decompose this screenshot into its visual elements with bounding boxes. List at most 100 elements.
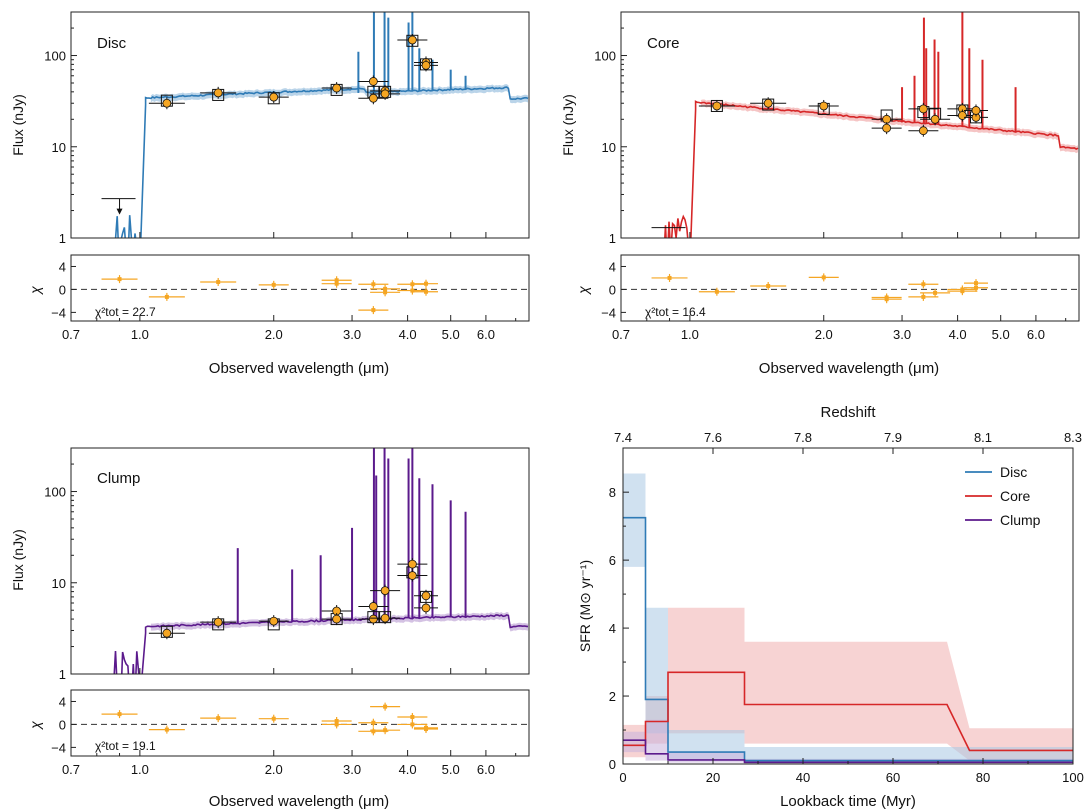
- clump-y-tick-label: 100: [44, 485, 66, 500]
- clump-chi-axis: 4 0 −4: [51, 694, 76, 755]
- panel-core: Core 1 10 100 Flux (nJy) 4 0 −4 χ χ²tot = 16…: [560, 11, 1080, 377]
- clump-chi-point: [117, 712, 122, 717]
- core-y-axis: 1 10 100: [594, 11, 627, 246]
- sfh-legend-label: Core: [1000, 488, 1031, 504]
- clump-chi-point: [410, 722, 415, 727]
- disc-x-tick-label: 4.0: [399, 327, 417, 342]
- disc-x-tick-label: 6.0: [477, 327, 495, 342]
- panel-clump: Clump 1 10 100 Flux (nJy) 4 0 −4 χ χ²tot = 1…: [10, 447, 530, 809]
- clump-photometry-point: [368, 602, 378, 611]
- core-chi-point: [974, 281, 979, 286]
- clump-chi-point: [271, 716, 276, 721]
- core-y-tick-label: 1: [609, 231, 616, 246]
- sfh-y-tick-label: 8: [609, 485, 616, 500]
- clump-chi-tick-label: 4: [59, 694, 66, 709]
- sfh-series-layer: [623, 473, 1073, 764]
- clump-chi-point: [371, 720, 376, 725]
- sfh-x-tick-label: 60: [886, 770, 900, 785]
- core-chi-point: [933, 290, 938, 295]
- panel-disc: Disc 1 10 100 Flux (nJy) 4 0 −4 χ χ²tot = 22…: [10, 11, 530, 377]
- clump-x-tick-label: 2.0: [265, 762, 283, 777]
- sfh-x-axis-label: Lookback time (Myr): [780, 793, 916, 809]
- clump-x-axis-label: Observed wavelength (μm): [209, 793, 389, 809]
- core-x-tick-label: 3.0: [893, 327, 911, 342]
- clump-chi-tick-label: 0: [59, 717, 66, 732]
- core-chi-point: [960, 289, 965, 294]
- clump-y-axis: 1 10 100: [44, 447, 77, 682]
- clump-chi-point: [334, 722, 339, 727]
- clump-photometry-point: [162, 628, 172, 638]
- core-photometry-point: [712, 101, 722, 111]
- disc-chi-point: [383, 290, 388, 295]
- disc-y-tick-label: 10: [52, 140, 66, 155]
- core-chi-axis-label: χ: [575, 286, 591, 296]
- disc-chi-point: [424, 281, 429, 286]
- clump-photometry-point: [380, 586, 390, 596]
- sfh-y-axis-label: SFR (M⊙ yr⁻¹): [577, 560, 593, 652]
- sfh-x-tick-label: 100: [1062, 770, 1084, 785]
- core-chi-point: [714, 289, 719, 294]
- disc-chi-point: [410, 282, 415, 287]
- clump-chi-point: [216, 716, 221, 721]
- core-chi-residuals: [621, 273, 1079, 304]
- disc-photometry-point: [162, 98, 172, 108]
- clump-x-tick-label: 5.0: [442, 762, 460, 777]
- disc-chi-point: [371, 282, 376, 287]
- disc-photometry-point: [380, 89, 390, 99]
- clump-photometry-point: [421, 603, 431, 613]
- disc-x-tick-label: 3.0: [343, 327, 361, 342]
- disc-x-tick-label: 1.0: [131, 327, 149, 342]
- clump-x-axis: 0.7 1.0 2.0 3.0 4.0 5.0 6.0: [62, 668, 517, 777]
- clump-chi-axis-label: χ: [27, 721, 43, 731]
- core-chi-axis: 4 0 −4: [601, 259, 626, 320]
- core-chi-point: [821, 275, 826, 280]
- clump-photometry-point: [421, 591, 431, 601]
- clump-chi-point: [383, 704, 388, 709]
- disc-chi-point: [164, 294, 169, 299]
- clump-x-tick-label: 6.0: [477, 762, 495, 777]
- sfh-x-tick-label: 80: [976, 770, 990, 785]
- core-x-tick-label: 2.0: [815, 327, 833, 342]
- sfh-y-tick-label: 2: [609, 689, 616, 704]
- disc-y-axis: 1 10 100: [44, 11, 77, 246]
- core-chi-point: [974, 285, 979, 290]
- disc-chi-point: [424, 289, 429, 294]
- clump-panel-title: Clump: [97, 470, 140, 487]
- core-x-tick-label: 4.0: [949, 327, 967, 342]
- core-y-tick-label: 10: [602, 140, 616, 155]
- clump-chi-residuals: [71, 702, 529, 736]
- clump-sed-axes-frame: [70, 447, 530, 675]
- disc-panel-title: Disc: [97, 35, 127, 52]
- disc-chi-tick-label: 4: [59, 259, 66, 274]
- core-x-axis-label: Observed wavelength (μm): [759, 360, 939, 377]
- sfh-line-clump: [623, 739, 1073, 764]
- clump-photometry-point: [407, 571, 417, 580]
- core-chi-tick-label: −4: [601, 305, 616, 320]
- disc-chi-point: [271, 282, 276, 287]
- clump-chi-point: [410, 714, 415, 719]
- disc-chi-residuals: [71, 275, 529, 315]
- core-photometry-point: [930, 114, 940, 124]
- core-spectrum-layer: [651, 12, 1079, 238]
- core-photometry-point: [882, 123, 892, 133]
- disc-chi-tick-label: −4: [51, 305, 66, 320]
- clump-spectrum-layer: [113, 448, 529, 674]
- disc-chi-axis-label: χ: [27, 286, 43, 296]
- sfh-x-tick-label: 0: [619, 770, 626, 785]
- core-model-spectrum: [664, 100, 1079, 238]
- disc-model-uncertainty-band: [150, 84, 528, 104]
- core-chi2-total: χ²tot = 16.4: [645, 305, 706, 319]
- disc-y-tick-label: 100: [44, 49, 66, 64]
- core-photometry-point: [971, 106, 981, 115]
- core-chi-point: [921, 294, 926, 299]
- sfh-top-axis-label: Redshift: [820, 404, 876, 421]
- clump-y-tick-label: 10: [52, 576, 66, 591]
- sfh-y-tick-label: 0: [609, 757, 616, 772]
- sfh-legend: Disc Core Clump: [965, 464, 1041, 528]
- sfh-legend-label: Clump: [1000, 512, 1041, 528]
- core-chi-point: [884, 297, 889, 302]
- clump-photometry-point: [407, 559, 417, 569]
- clump-chi2-total: χ²tot = 19.1: [95, 739, 156, 753]
- disc-upper-limit-arrowhead: [116, 208, 123, 215]
